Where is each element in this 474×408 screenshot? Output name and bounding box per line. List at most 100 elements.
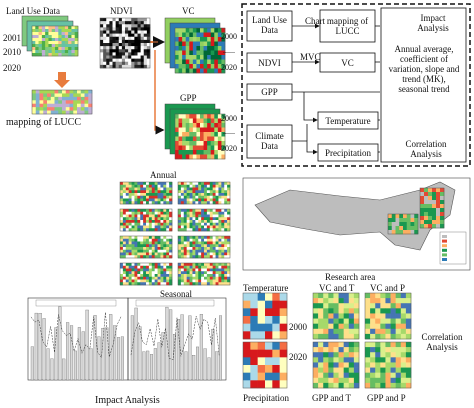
- pixel: [186, 217, 190, 221]
- pixel: [45, 44, 49, 48]
- pixel: [71, 35, 76, 39]
- pixel: [128, 209, 132, 213]
- pixel: [375, 333, 381, 340]
- pixel: [38, 50, 43, 54]
- pixel: [112, 52, 116, 56]
- pixel: [203, 32, 208, 38]
- pixel: [217, 28, 222, 33]
- pixel: [209, 184, 213, 188]
- pixel: [279, 342, 288, 350]
- pixel: [134, 244, 138, 248]
- pixel: [182, 32, 187, 38]
- pixel: [180, 193, 185, 197]
- pixel: [318, 333, 324, 340]
- pixel: [195, 268, 199, 272]
- pixel: [272, 323, 280, 332]
- pixel: [146, 252, 150, 256]
- pixel: [375, 303, 381, 309]
- pixel: [218, 228, 222, 232]
- pixel: [185, 150, 190, 155]
- pixel: [137, 217, 141, 221]
- pixel: [118, 64, 123, 69]
- pixel: [122, 247, 127, 251]
- pixel: [212, 225, 216, 229]
- pixel: [209, 263, 213, 267]
- pixel: [58, 107, 63, 111]
- pixel: [178, 238, 182, 242]
- pixel: [166, 241, 170, 245]
- pixel: [131, 58, 135, 63]
- pixel: [154, 209, 158, 213]
- pixel: [189, 118, 194, 124]
- pixel: [224, 190, 228, 194]
- pixel: [64, 26, 69, 30]
- pixel: [221, 182, 225, 186]
- pixel: [131, 198, 135, 202]
- pixel: [414, 218, 419, 223]
- pixel: [313, 377, 319, 384]
- pixel: [166, 220, 170, 224]
- pixel: [428, 208, 433, 213]
- bar: [34, 312, 38, 381]
- pixel: [348, 382, 355, 389]
- pixel: [391, 214, 396, 219]
- pixel: [122, 276, 127, 280]
- pixel: [180, 220, 185, 224]
- pixel: [195, 182, 199, 186]
- pixel: [122, 271, 127, 275]
- pixel: [134, 236, 138, 240]
- pixel: [218, 236, 222, 240]
- pixel: [166, 184, 170, 188]
- pixel: [272, 300, 280, 309]
- pixel: [189, 195, 193, 199]
- pixel: [265, 380, 273, 389]
- pixel: [169, 274, 173, 278]
- pixel: [206, 190, 211, 194]
- node: VC: [341, 58, 354, 68]
- pixel: [215, 184, 219, 188]
- pixel: [186, 249, 190, 253]
- pixel: [131, 201, 135, 205]
- pixel: [109, 27, 113, 31]
- pixel: [318, 293, 324, 299]
- pixel: [120, 182, 124, 186]
- pixel: [157, 193, 161, 197]
- pixel: [207, 123, 212, 128]
- pixel: [212, 265, 216, 269]
- pixel: [328, 333, 334, 340]
- pixel: [313, 367, 319, 373]
- pixel: [279, 293, 288, 301]
- pixel: [200, 114, 204, 119]
- mapping-label: mapping of LUCC: [6, 117, 81, 128]
- pixel: [195, 265, 199, 269]
- pixel: [157, 282, 161, 286]
- pixel: [109, 36, 113, 41]
- pixel: [328, 362, 334, 368]
- pixel: [166, 252, 170, 256]
- pixel: [103, 21, 107, 25]
- pixel: [154, 274, 158, 278]
- pixel: [353, 318, 360, 324]
- pixel: [61, 29, 66, 33]
- pixel: [333, 382, 339, 389]
- pixel: [405, 323, 412, 330]
- pixel: [313, 357, 319, 363]
- pixel: [148, 244, 153, 248]
- pixel: [106, 64, 110, 69]
- legend-swatch: [442, 258, 447, 261]
- pixel: [400, 382, 407, 389]
- pixel: [163, 282, 167, 286]
- pixel: [178, 154, 183, 160]
- pixel: [143, 198, 147, 202]
- pixel: [43, 110, 48, 115]
- pixel: [100, 64, 104, 69]
- pixel: [163, 220, 167, 224]
- pixel: [218, 182, 222, 186]
- pixel: [189, 263, 193, 267]
- pixel: [103, 27, 107, 31]
- pixel: [154, 187, 158, 191]
- pixel: [192, 228, 196, 232]
- pixel: [380, 313, 386, 319]
- pixel: [410, 226, 415, 231]
- pixel: [143, 274, 147, 278]
